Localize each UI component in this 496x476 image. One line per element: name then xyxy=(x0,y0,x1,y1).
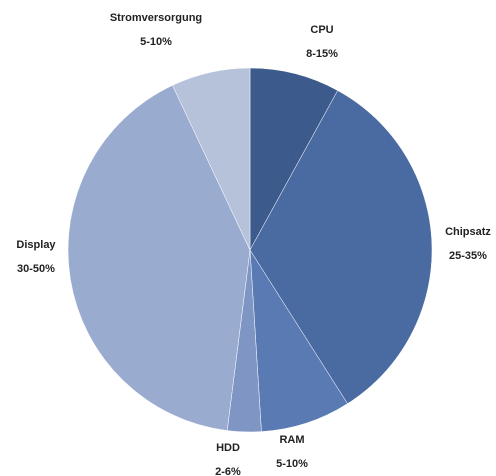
slice-value-label: 30-50% xyxy=(17,263,55,275)
pie-slice xyxy=(67,84,251,431)
slice-label: Stromversorgung xyxy=(110,12,202,24)
pie-slice xyxy=(172,67,251,251)
slice-value-label: 8-15% xyxy=(306,48,338,60)
pie-slice xyxy=(249,249,348,432)
slice-value-label: 25-35% xyxy=(449,250,487,262)
pie-slice xyxy=(249,90,433,405)
slice-value-label: 5-10% xyxy=(140,36,172,48)
slice-label: Chipsatz xyxy=(445,226,491,238)
slice-label: CPU xyxy=(310,24,333,36)
pie-slice xyxy=(249,67,339,251)
slice-value-label: 2-6% xyxy=(215,466,241,476)
slice-label: RAM xyxy=(279,434,304,446)
slice-label: HDD xyxy=(216,442,240,454)
slice-label: Display xyxy=(16,239,56,251)
slice-value-label: 5-10% xyxy=(276,458,308,470)
